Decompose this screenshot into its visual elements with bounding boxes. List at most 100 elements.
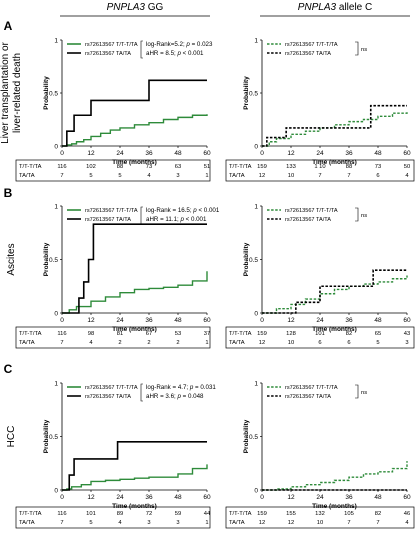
risk-value: 72 [146, 511, 152, 517]
y-tick-label: 1 [54, 381, 58, 388]
row-label: Ascites [6, 243, 17, 275]
y-axis-label: Probability [243, 76, 250, 110]
x-axis-label: Time (months) [312, 503, 357, 510]
ns-label: ns [361, 390, 367, 396]
risk-value: 12 [288, 520, 294, 526]
x-tick-label: 48 [374, 150, 382, 157]
series-line [62, 271, 208, 314]
km-plot: 0 0.5 1 0 12 24 36 48 60 Probability Time (months)… [243, 381, 411, 511]
risk-row-label: T/T-T/TA [229, 511, 252, 517]
risk-value: 12 [259, 340, 265, 346]
risk-value: 53 [175, 331, 181, 337]
risk-value: 82 [346, 331, 352, 337]
y-tick-label: 0 [254, 311, 258, 318]
y-tick-label: 0 [254, 488, 258, 495]
x-tick-label: 36 [145, 494, 153, 501]
legend-label: rs72613567 T/T-T/TA [85, 208, 138, 214]
risk-value: 81 [117, 331, 123, 337]
risk-table-box [225, 506, 415, 529]
risk-row-label: TA/TA [229, 173, 245, 179]
x-tick-label: 60 [203, 150, 211, 157]
risk-row-label: TA/TA [19, 340, 35, 346]
risk-value: 4 [405, 173, 409, 179]
x-tick-label: 0 [260, 317, 264, 324]
risk-value: 10 [288, 340, 294, 346]
x-tick-label: 0 [60, 150, 64, 157]
risk-value: 46 [404, 511, 410, 517]
series-line [62, 114, 208, 147]
risk-value: 1 10 [314, 164, 325, 170]
legend-label: rs72613567 T/T-T/TA [85, 42, 138, 48]
x-tick-label: 60 [203, 494, 211, 501]
y-tick-label: 0.5 [249, 434, 258, 441]
risk-value: 67 [146, 331, 152, 337]
legend-label: rs72613567 TA/TA [85, 394, 131, 400]
risk-value: 1 [205, 520, 208, 526]
risk-value: 102 [86, 164, 96, 170]
risk-value: 63 [175, 164, 181, 170]
risk-row-label: T/T-T/TA [229, 331, 252, 337]
stats-bracket [140, 40, 143, 59]
risk-row-label: TA/TA [19, 173, 35, 179]
km-plot: 0 0.5 1 0 12 24 36 48 60 Probability Time (months)… [43, 204, 220, 334]
risk-value: 7 [60, 340, 63, 346]
risk-value: 1 [205, 340, 208, 346]
series-line [62, 79, 207, 147]
risk-value: 6 [347, 340, 350, 346]
risk-table: T/T-T/TA 116 102 88 73 63 51 TA/TA 7 5 5 4 3 1 [15, 159, 211, 182]
risk-value: 88 [346, 164, 352, 170]
risk-value: 3 [176, 173, 179, 179]
series-line [62, 441, 207, 491]
risk-value: 159 [257, 511, 267, 517]
risk-value: 10 [317, 520, 323, 526]
stats-text: log-Rank = 4.7; p = 0.031 [146, 384, 216, 391]
x-tick-label: 60 [203, 317, 211, 324]
row-label: Liver transplantation or [0, 41, 11, 143]
legend-label: rs72613567 T/T-T/TA [285, 208, 338, 214]
x-axis-label: Time (months) [112, 159, 157, 166]
y-tick-label: 0.5 [49, 91, 58, 98]
x-tick-label: 48 [374, 317, 382, 324]
x-axis-label: Time (months) [112, 326, 157, 333]
y-tick-label: 0.5 [249, 257, 258, 264]
risk-value: 7 [347, 173, 350, 179]
risk-table-box [15, 506, 211, 529]
x-tick-label: 48 [174, 494, 182, 501]
km-plot: 0 0.5 1 0 12 24 36 48 60 Probability Time (months)… [43, 38, 213, 167]
risk-value: 7 [376, 520, 379, 526]
risk-value: 1 [205, 173, 208, 179]
risk-value: 7 [60, 173, 63, 179]
risk-value: 73 [375, 164, 381, 170]
stats-bracket [140, 383, 143, 402]
risk-value: 3 [147, 520, 150, 526]
x-tick-label: 12 [87, 494, 95, 501]
y-axis-label: Probability [43, 76, 50, 110]
y-tick-label: 1 [54, 204, 58, 211]
legend-label: rs72613567 TA/TA [285, 51, 331, 57]
risk-table-box [15, 326, 211, 349]
risk-value: 5 [118, 173, 121, 179]
series-line [262, 461, 408, 491]
series-line [262, 269, 407, 314]
legend-label: rs72613567 TA/TA [285, 217, 331, 223]
risk-value: 4 [89, 340, 93, 346]
y-tick-label: 0.5 [49, 434, 58, 441]
km-plot: 0 0.5 1 0 12 24 36 48 60 Probability Time (months)… [243, 38, 411, 167]
y-axis-label: Probability [243, 242, 250, 276]
x-tick-label: 48 [174, 150, 182, 157]
panel-letter: B [4, 186, 13, 200]
risk-value: 2 [147, 340, 150, 346]
risk-value: 159 [257, 164, 267, 170]
risk-value: 5 [376, 340, 379, 346]
risk-value: 6 [318, 340, 321, 346]
risk-row-label: T/T-T/TA [19, 331, 42, 337]
x-tick-label: 12 [87, 150, 95, 157]
x-tick-label: 36 [145, 150, 153, 157]
y-axis-label: Probability [43, 419, 50, 453]
risk-value: 50 [404, 164, 410, 170]
risk-table: T/T-T/TA 159 155 132 105 82 46 TA/TA 12 12 10 7 7 4 [225, 506, 415, 529]
risk-value: 89 [117, 511, 123, 517]
column-header: PNPLA3 GG [107, 2, 164, 13]
risk-value: 4 [147, 173, 151, 179]
risk-value: 82 [375, 511, 381, 517]
